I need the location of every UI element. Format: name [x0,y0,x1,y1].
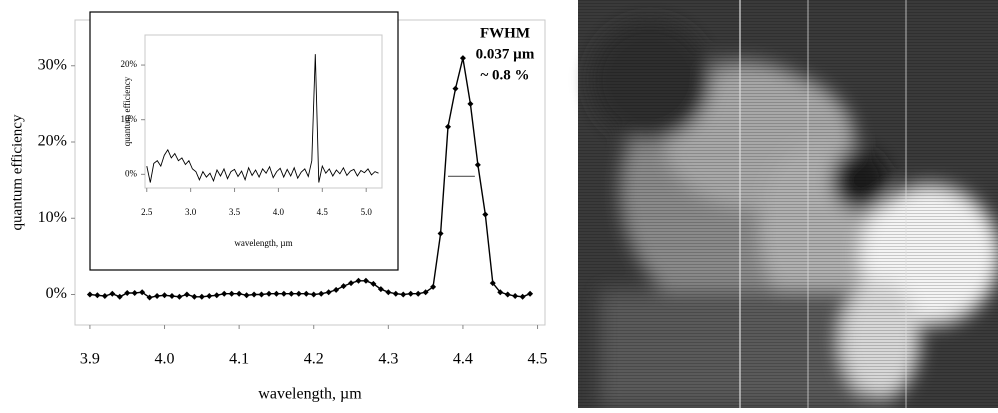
marker [191,293,198,300]
x-tick-label: 4.3 [378,351,398,368]
annotation: ~ 0.8 % [480,67,529,83]
marker [101,293,108,300]
marker [251,291,258,298]
marker [183,291,190,298]
marker [437,230,444,237]
marker [355,277,362,284]
marker [512,293,519,300]
marker [116,293,123,300]
x-tick-label: 4.0 [273,207,285,217]
x-tick-label: 4.2 [304,351,324,368]
x-tick-label: 3.0 [185,207,197,217]
x-axis-label: wavelength, µm [234,238,292,248]
marker [213,292,220,299]
y-tick-label: 10% [38,209,67,226]
marker [459,55,466,62]
marker [131,289,138,296]
marker [265,290,272,297]
y-tick-label: 30% [38,56,67,73]
marker [139,289,146,296]
x-axis-label: wavelength, µm [258,386,362,403]
y-tick-label: 0% [46,285,67,302]
thermal-image [578,0,998,408]
marker [497,289,504,296]
marker [489,280,496,287]
marker [452,85,459,92]
marker [161,292,168,299]
marker [273,290,280,297]
marker [280,290,287,297]
marker [221,290,228,297]
x-tick-label: 5.0 [361,207,373,217]
marker [527,290,534,297]
y-tick-label: 20% [121,59,138,69]
marker [430,283,437,290]
x-tick-label: 4.5 [528,351,548,368]
marker [370,280,377,287]
line [146,54,379,183]
marker [198,293,205,300]
marker [124,289,131,296]
marker [146,294,153,301]
marker [94,292,101,299]
marker [474,161,481,168]
y-axis-label: quantum efficiency [9,114,25,230]
x-tick-label: 3.5 [229,207,241,217]
x-tick-label: 4.5 [317,207,329,217]
marker [340,283,347,290]
marker [385,289,392,296]
marker [243,292,250,299]
marker [392,290,399,297]
marker [258,291,265,298]
marker [482,211,489,218]
annotation: 0.037 µm [476,46,535,62]
x-tick-label: 4.1 [229,351,249,368]
marker [310,291,317,298]
marker [519,293,526,300]
marker [400,291,407,298]
marker [228,290,235,297]
annotation: FWHM [480,25,530,41]
marker [333,286,340,293]
marker [288,290,295,297]
marker [236,290,243,297]
marker [303,290,310,297]
marker [407,290,414,297]
marker [415,290,422,297]
marker [422,289,429,296]
y-axis-label: quantum efficiency [122,76,132,146]
y-tick-label: 20% [38,133,67,150]
marker [318,290,325,297]
x-tick-label: 3.9 [80,351,100,368]
marker [176,293,183,300]
x-tick-label: 4.4 [453,351,473,368]
inset-box [89,11,399,271]
marker [504,291,511,298]
marker [168,293,175,300]
marker [362,277,369,284]
marker [86,291,93,298]
plot-frame [144,34,383,189]
series [86,55,534,301]
marker [109,290,116,297]
series [146,54,379,183]
y-tick-label: 10% [121,114,138,124]
marker [206,293,213,300]
x-tick-label: 4.0 [155,351,175,368]
y-tick-label: 0% [125,168,138,178]
marker [295,290,302,297]
marker [445,123,452,130]
marker [348,280,355,287]
marker [467,100,474,107]
marker [325,289,332,296]
x-tick-label: 2.5 [141,207,153,217]
marker [377,286,384,293]
marker [154,293,161,300]
